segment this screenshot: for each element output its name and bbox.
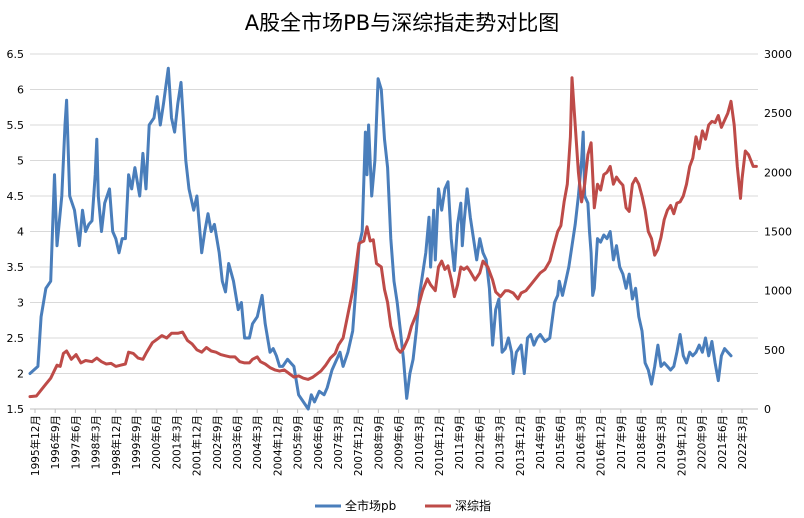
x-tick-label: 2008年9月: [372, 415, 385, 469]
x-tick-label: 2022年3月: [736, 415, 749, 469]
x-tick-label: 1995年12月: [29, 415, 42, 476]
x-tick-label: 2015年6月: [554, 415, 567, 469]
legend-label-szse: 深综指: [455, 498, 491, 513]
chart-title: A股全市场PB与深综指走势对比图: [245, 11, 559, 35]
series-layer: [28, 66, 758, 411]
x-tick-label: 1996年9月: [49, 415, 62, 469]
x-tick-label: 2016年12月: [595, 415, 608, 476]
legend: 全市场pb 深综指: [315, 498, 491, 513]
left-tick-label: 3: [17, 297, 24, 310]
x-tick-label: 2001年12月: [191, 415, 204, 476]
left-tick-label: 5.5: [7, 119, 25, 132]
right-tick-label: 3000: [764, 48, 792, 61]
x-tick-label: 2018年6月: [635, 415, 648, 469]
x-tick-label: 2002年9月: [211, 415, 224, 469]
x-axis: 1995年12月 1996年9月 1997年6月 1998年3月 1998年12月 199…: [29, 408, 758, 476]
left-tick-label: 2.5: [7, 332, 25, 345]
x-tick-label: 2014年9月: [534, 415, 547, 469]
x-tick-label: 1998年12月: [110, 415, 123, 476]
left-tick-label: 3.5: [7, 261, 25, 274]
x-tick-label: 2012年6月: [473, 415, 486, 469]
x-tick-label: 2016年3月: [574, 415, 587, 469]
x-tick-label: 2013年3月: [494, 415, 507, 469]
series-line-pb: [28, 66, 733, 411]
x-tick-label: 2019年12月: [675, 415, 688, 476]
x-tick-label: 1998年3月: [90, 415, 103, 469]
right-tick-label: 2000: [764, 166, 792, 179]
x-tick-label: 1997年6月: [69, 415, 82, 469]
x-tick-label: 2017年9月: [615, 415, 628, 469]
right-tick-label: 1000: [764, 285, 792, 298]
series-line-szse: [28, 76, 758, 399]
x-tick-label: 2004年12月: [271, 415, 284, 476]
x-tick-label: 2007年12月: [352, 415, 365, 476]
left-tick-label: 2: [17, 368, 24, 381]
x-tick-label: 2013年12月: [514, 415, 527, 476]
right-tick-label: 500: [764, 344, 785, 357]
x-tick-label: 2010年3月: [413, 415, 426, 469]
x-tick-label: 2007年3月: [332, 415, 345, 469]
left-y-axis: 1.5 2 2.5 3 3.5 4 4.5 5 5.5 6 6.5: [7, 48, 25, 416]
x-tick-label: 2001年3月: [170, 415, 183, 469]
x-tick-label: 2009年6月: [393, 415, 406, 469]
left-tick-label: 4.5: [7, 190, 25, 203]
left-tick-label: 1.5: [7, 403, 25, 416]
legend-label-pb: 全市场pb: [345, 498, 396, 513]
x-tick-label: 2021年6月: [716, 415, 729, 469]
right-tick-label: 1500: [764, 226, 792, 239]
x-tick-label: 2020年9月: [696, 415, 709, 469]
right-tick-label: 2500: [764, 107, 792, 120]
x-tick-label: 1999年9月: [130, 415, 143, 469]
right-tick-label: 0: [764, 403, 771, 416]
x-tick-label: 2000年6月: [150, 415, 163, 469]
right-y-axis: 0 500 1000 1500 2000 2500 3000: [764, 48, 792, 416]
x-tick-label: 2006年6月: [312, 415, 325, 469]
left-tick-label: 6: [17, 84, 24, 97]
left-tick-label: 6.5: [7, 48, 25, 61]
x-tick-label: 2011年9月: [453, 415, 466, 469]
x-tick-label: 2010年12月: [433, 415, 446, 476]
x-tick-label: 2005年9月: [292, 415, 305, 469]
left-tick-label: 4: [17, 226, 24, 239]
x-tick-label: 2019年3月: [655, 415, 668, 469]
left-tick-label: 5: [17, 155, 24, 168]
x-tick-label: 2003年6月: [231, 415, 244, 469]
x-tick-label: 2004年3月: [251, 415, 264, 469]
